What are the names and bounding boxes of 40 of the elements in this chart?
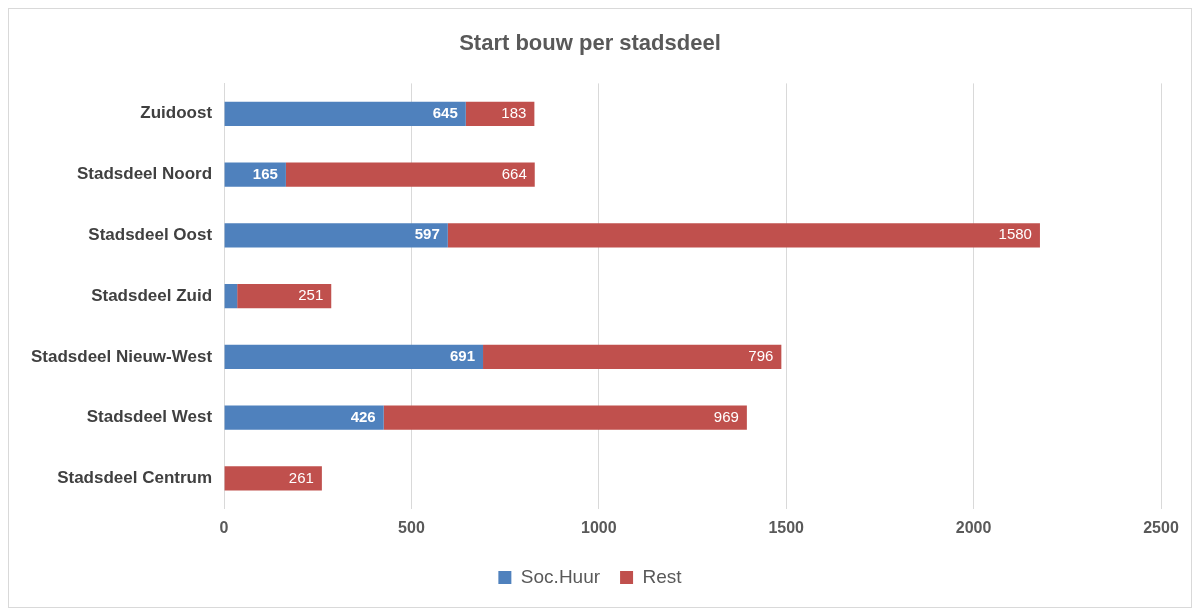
x-tick-label: 2500 xyxy=(1143,518,1179,536)
y-tick-label: Stadsdeel West xyxy=(86,407,213,427)
data-label: 597 xyxy=(414,225,440,243)
y-tick-label: Stadsdeel Centrum xyxy=(57,468,213,488)
y-tick-label: Zuidoost xyxy=(140,103,213,123)
data-label: 251 xyxy=(298,286,324,304)
legend-label: Rest xyxy=(642,565,683,587)
y-tick-label: Stadsdeel Nieuw-West xyxy=(30,346,213,366)
x-tick-label: 500 xyxy=(398,518,425,536)
chart-title: Start bouw per stadsdeel xyxy=(459,30,721,56)
bar xyxy=(224,466,322,491)
bar xyxy=(224,223,448,248)
data-label: 664 xyxy=(501,164,527,182)
data-label: 261 xyxy=(288,468,314,486)
data-label: 426 xyxy=(350,407,376,425)
y-tick-label: Stadsdeel Zuid xyxy=(91,285,213,305)
bar xyxy=(224,283,238,309)
bar xyxy=(483,344,782,370)
y-tick-label: Stadsdeel Oost xyxy=(88,225,213,245)
data-label: 645 xyxy=(432,103,458,121)
data-label: 183 xyxy=(501,103,527,121)
data-label: 165 xyxy=(252,164,278,182)
legend-label: Soc.Huur xyxy=(520,565,601,587)
bar xyxy=(224,344,484,370)
data-label: 1580 xyxy=(998,225,1032,243)
y-tick-label: Stadsdeel Noord xyxy=(76,164,213,184)
bar xyxy=(447,223,1040,248)
x-tick-label: 2000 xyxy=(955,518,992,536)
bar xyxy=(224,101,466,126)
data-label: 691 xyxy=(450,347,476,365)
data-label: 969 xyxy=(713,407,739,425)
x-tick-label: 0 xyxy=(219,518,229,536)
bar xyxy=(224,162,286,187)
bar xyxy=(237,283,332,309)
x-tick-label: 1500 xyxy=(768,518,805,536)
x-tick-label: 1000 xyxy=(581,518,617,536)
bar xyxy=(224,405,384,430)
bar xyxy=(285,162,535,187)
bar xyxy=(383,405,747,430)
data-label: 796 xyxy=(748,347,774,365)
